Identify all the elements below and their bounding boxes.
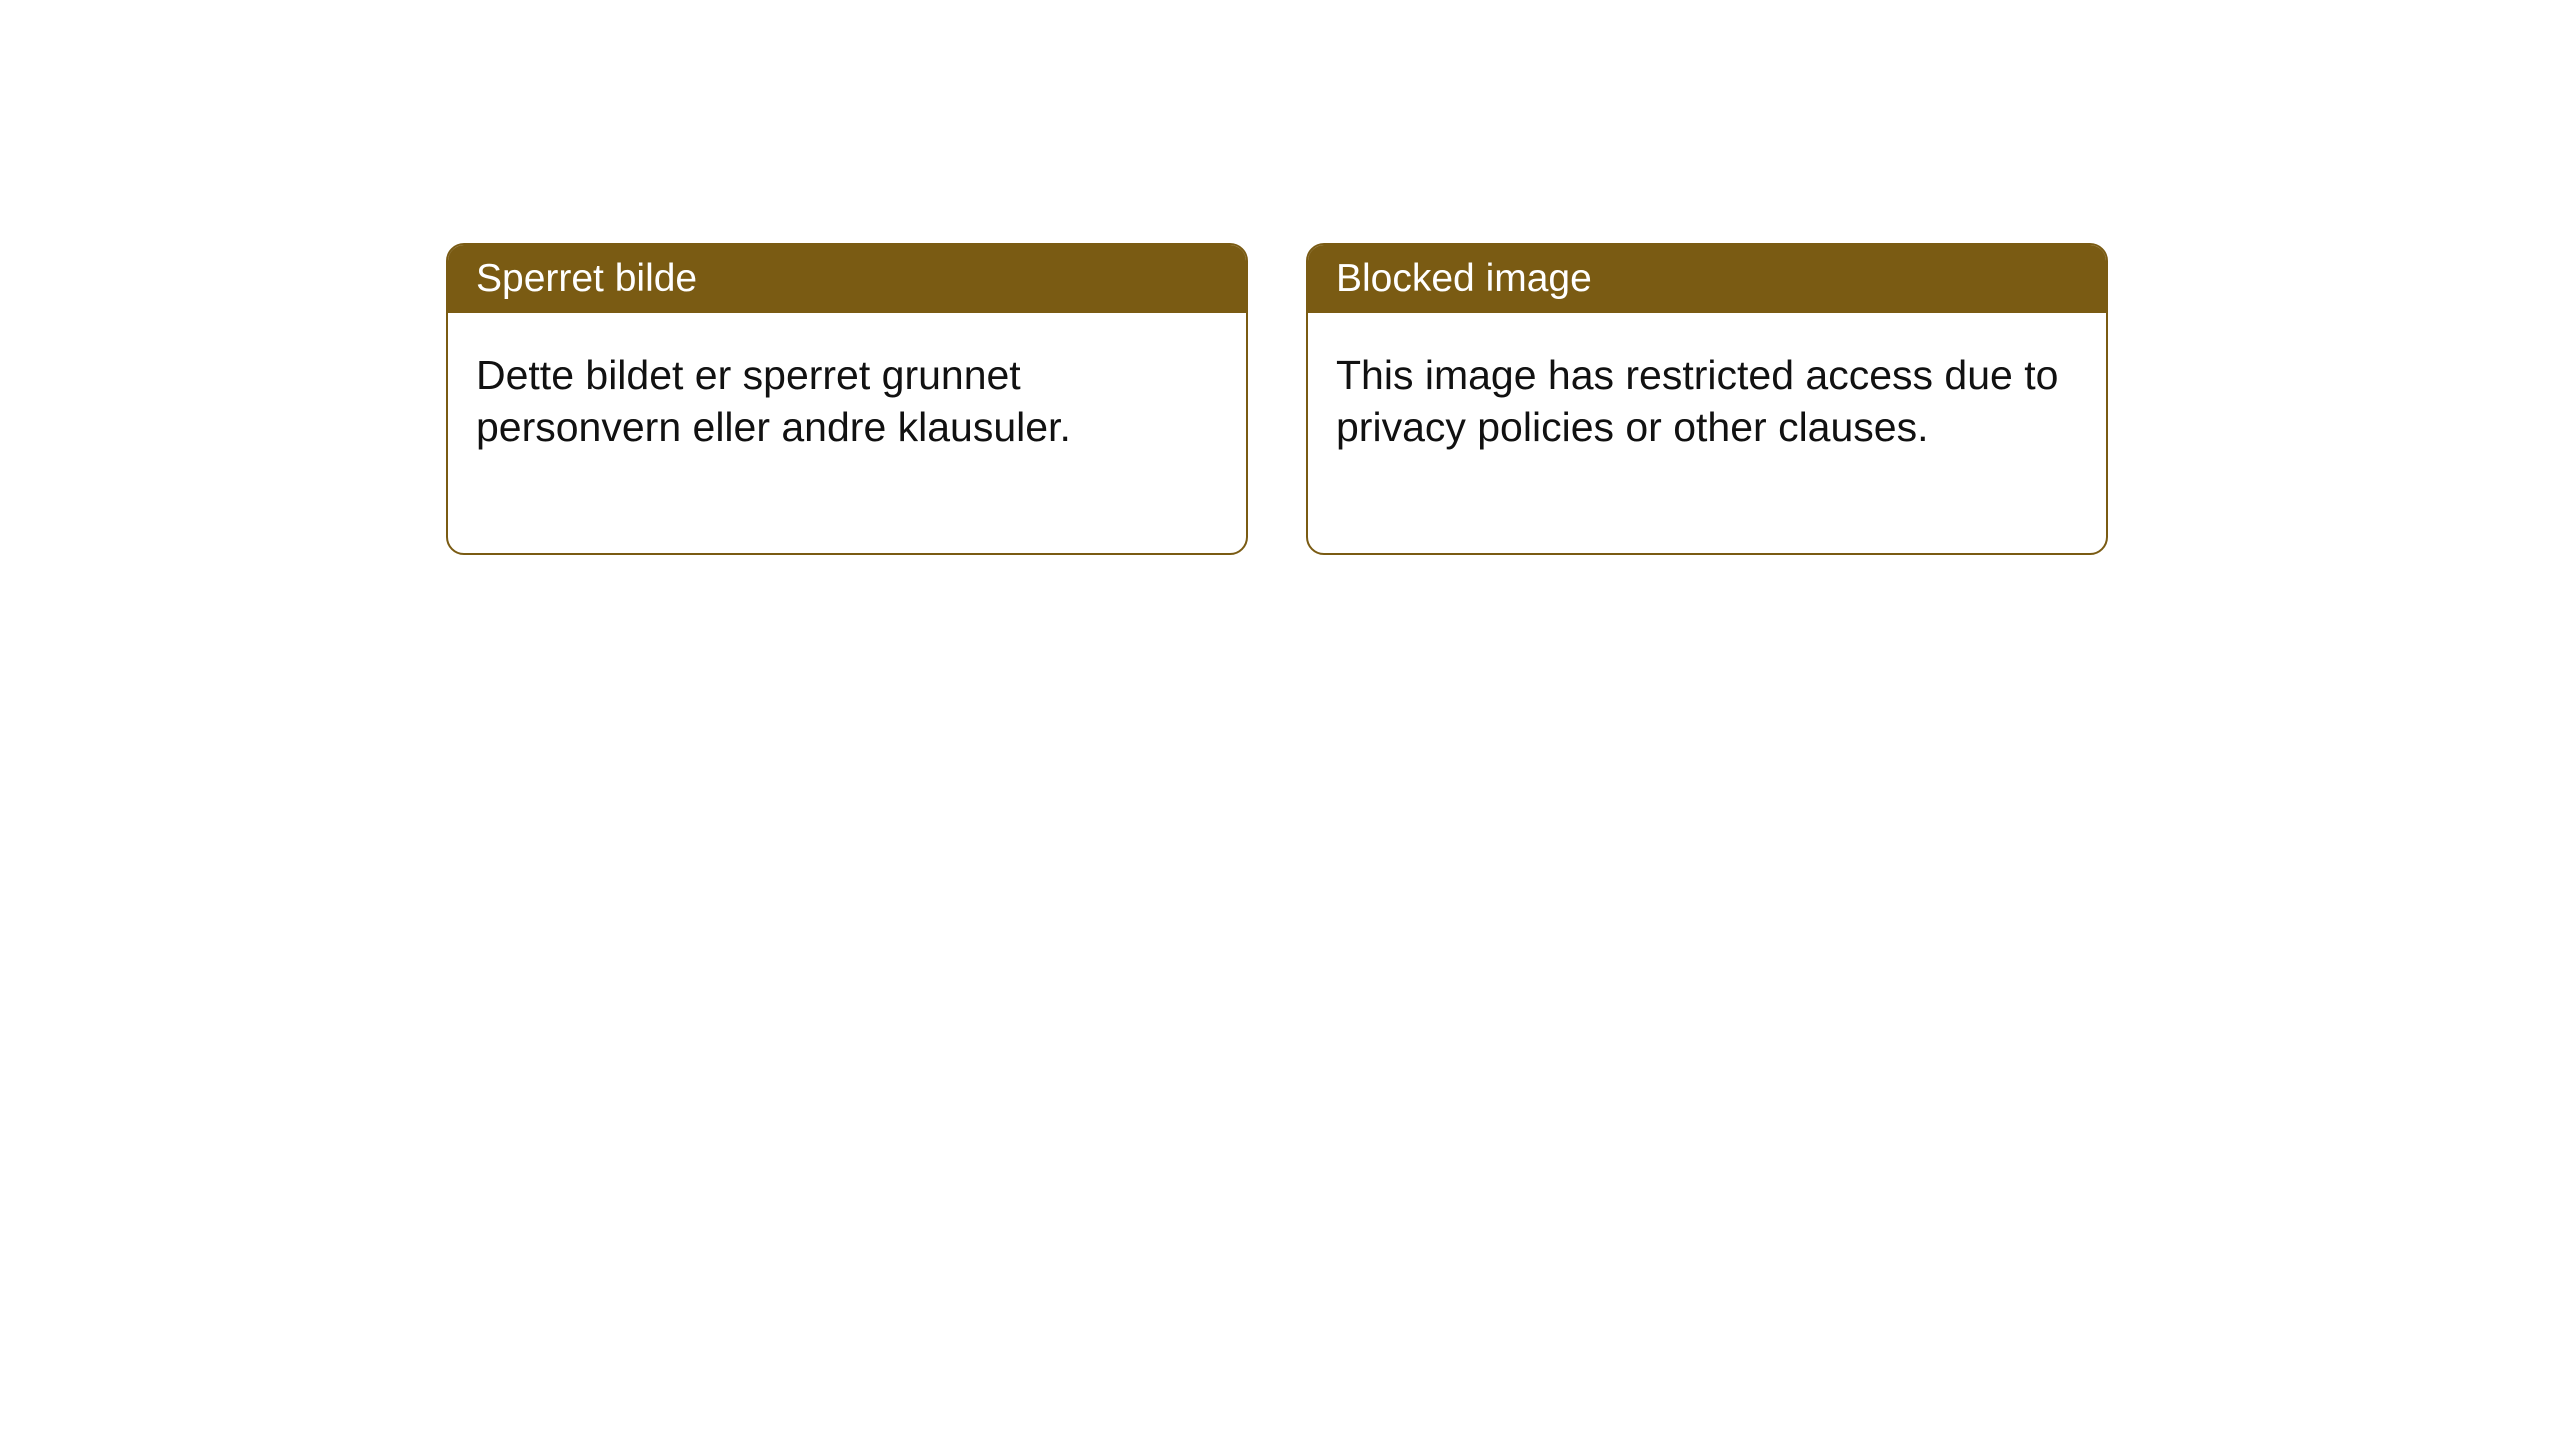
card-title-no: Sperret bilde — [476, 257, 697, 300]
blocked-image-notice-container: Sperret bilde Dette bildet er sperret gr… — [446, 243, 2108, 555]
card-body-text-en: This image has restricted access due to … — [1336, 352, 2058, 450]
card-header-no: Sperret bilde — [448, 245, 1246, 313]
blocked-image-card-no: Sperret bilde Dette bildet er sperret gr… — [446, 243, 1248, 555]
card-body-en: This image has restricted access due to … — [1308, 313, 2106, 553]
blocked-image-card-en: Blocked image This image has restricted … — [1306, 243, 2108, 555]
card-header-en: Blocked image — [1308, 245, 2106, 313]
card-body-no: Dette bildet er sperret grunnet personve… — [448, 313, 1246, 553]
card-body-text-no: Dette bildet er sperret grunnet personve… — [476, 352, 1071, 450]
card-title-en: Blocked image — [1336, 257, 1592, 300]
